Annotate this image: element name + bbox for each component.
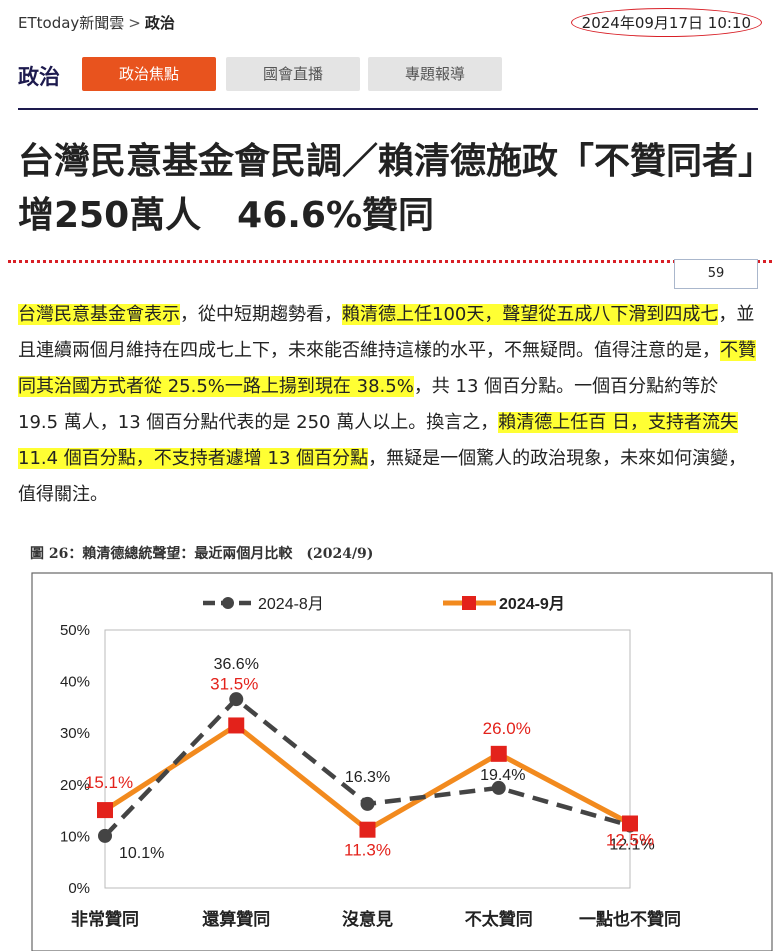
article-segment: ，無疑是一個驚人的政治現象，未來如何演變，值得關注。 — [18, 448, 747, 505]
data-label-aug: 19.4% — [480, 767, 525, 784]
y-tick-label: 20% — [60, 777, 90, 794]
nav-divider — [18, 108, 758, 110]
x-tick-label: 非常贊同 — [71, 909, 139, 930]
y-tick-label: 10% — [60, 828, 90, 845]
data-label-sep: 11.3% — [344, 841, 391, 860]
chart-svg: 0% 10% 20% 30% 40% 50% 非常贊同 還算贊同 沒意見 不太贊同 一點也不贊同 10… — [31, 572, 773, 951]
data-label-aug: 12.1% — [609, 837, 654, 854]
data-label-aug: 16.3% — [345, 769, 390, 786]
publish-date: 2024年09月17日 10:10 — [570, 8, 762, 37]
article-segment: ，從中短期趨勢看， — [180, 304, 342, 325]
data-label-sep: 26.0% — [483, 719, 531, 738]
data-point-aug — [98, 828, 112, 843]
data-label-aug: 36.6% — [214, 656, 259, 673]
article-body: 台灣民意基金會表示，從中短期趨勢看，賴清德上任100天，聲望從五成八下滑到四成七… — [18, 297, 762, 513]
article-segment: 賴清德上任100天，聲望從五成八下滑到四成七 — [342, 304, 719, 325]
data-point-sep — [228, 717, 245, 734]
data-label-sep: 31.5% — [210, 674, 258, 693]
legend-label-sep: 2024-9月 — [499, 595, 565, 613]
y-tick-label: 40% — [60, 674, 90, 691]
breadcrumb-separator: > — [128, 14, 141, 32]
approval-chart: 圖 26：賴清德總統聲望：最近兩個月比較 (2024/9) 0% 10% 20% 30… — [18, 535, 778, 951]
tab-legislature-live[interactable]: 國會直播 — [226, 57, 360, 91]
legend-marker-aug — [222, 597, 234, 609]
top-bar: ETtoday新聞雲 > 政治 2024年09月17日 10:10 — [18, 8, 762, 37]
data-point-sep — [97, 802, 113, 819]
article-headline: 台灣民意基金會民調／賴清德施政「不贊同者」增250萬人 46.6%贊同 — [18, 141, 757, 236]
data-point-aug — [229, 692, 244, 707]
dotted-divider — [8, 260, 772, 263]
legend-marker-sep — [462, 596, 476, 610]
article-segment: ，並且連續兩個月維持在四成七上下，未來能否維持這樣的水平，不無疑問。值得注意的是… — [18, 304, 755, 361]
plot-area — [104, 629, 631, 889]
section-nav: 政治 政治焦點 國會直播 專題報導 — [18, 57, 758, 93]
article-segment: 台灣民意基金會表示 — [18, 304, 180, 325]
breadcrumb: ETtoday新聞雲 > 政治 — [18, 12, 175, 33]
legend-label-aug: 2024-8月 — [258, 596, 324, 613]
chart-frame — [31, 572, 773, 951]
data-point-sep — [490, 745, 507, 762]
data-label-sep: 12.5% — [606, 831, 654, 850]
x-tick-label: 不太贊同 — [465, 909, 533, 930]
y-tick-label: 0% — [68, 880, 90, 897]
article-segment: ，共 13 個百分點。一個百分點約等於 19.5 萬人，13 個百分點代表的是 … — [18, 376, 719, 433]
data-point-sep — [359, 821, 376, 838]
x-tick-label: 沒意見 — [342, 909, 393, 930]
page-number-box: 59 — [674, 259, 758, 289]
data-point-sep — [622, 815, 638, 832]
tab-special-reports[interactable]: 專題報導 — [368, 57, 502, 91]
data-label-sep: 15.1% — [85, 773, 133, 792]
data-label-aug: 10.1% — [119, 845, 164, 862]
series-line-aug — [103, 696, 631, 838]
chart-title: 圖 26：賴清德總統聲望：最近兩個月比較 (2024/9) — [30, 546, 374, 562]
data-point-aug — [360, 796, 375, 811]
section-title: 政治 — [18, 65, 60, 89]
tab-politics-focus[interactable]: 政治焦點 — [82, 57, 216, 91]
y-tick-label: 50% — [60, 622, 90, 639]
breadcrumb-site-link[interactable]: ETtoday新聞雲 — [18, 14, 125, 32]
breadcrumb-section-link[interactable]: 政治 — [144, 14, 175, 32]
x-tick-label: 一點也不贊同 — [579, 909, 681, 930]
y-tick-label: 30% — [60, 725, 90, 742]
data-point-aug — [491, 780, 506, 795]
x-tick-label: 還算贊同 — [202, 909, 270, 930]
